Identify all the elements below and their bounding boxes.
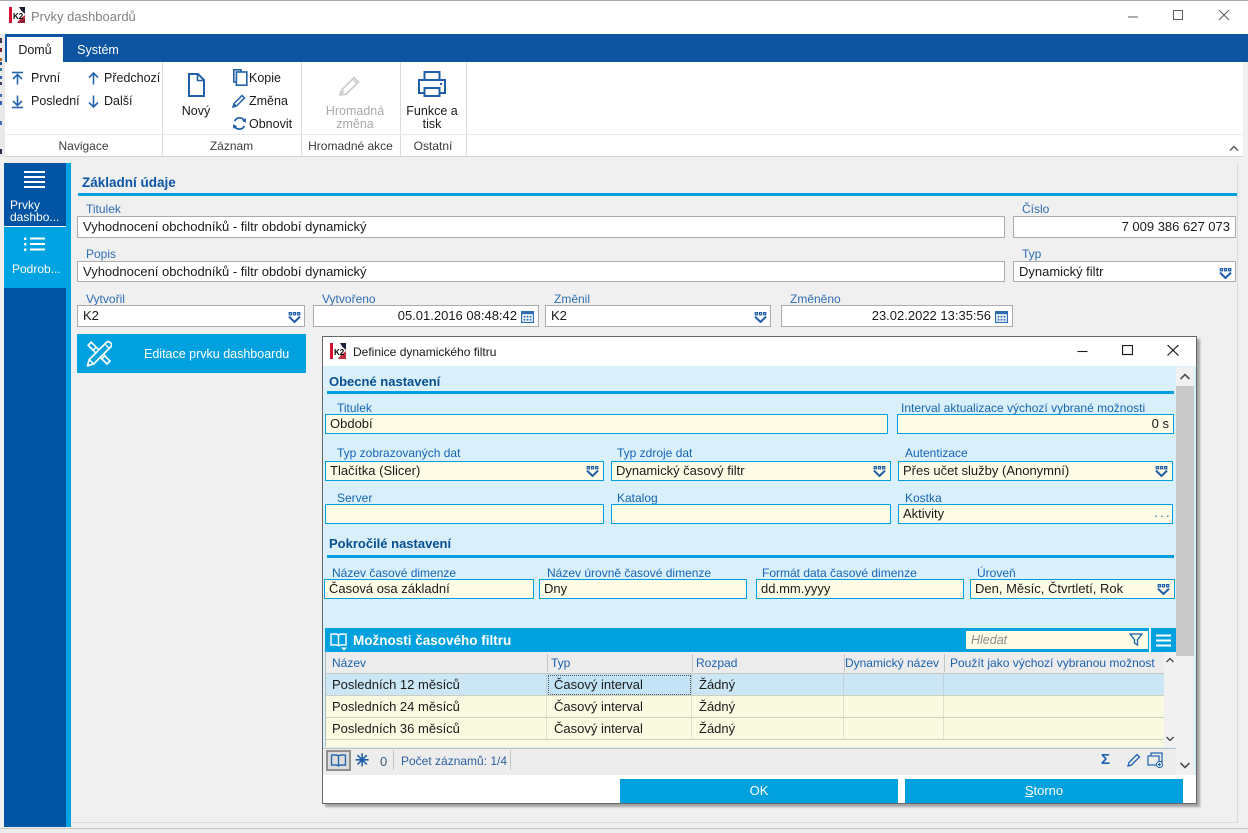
svg-text:K2: K2 (13, 12, 24, 21)
svg-text:K2: K2 (334, 348, 345, 357)
